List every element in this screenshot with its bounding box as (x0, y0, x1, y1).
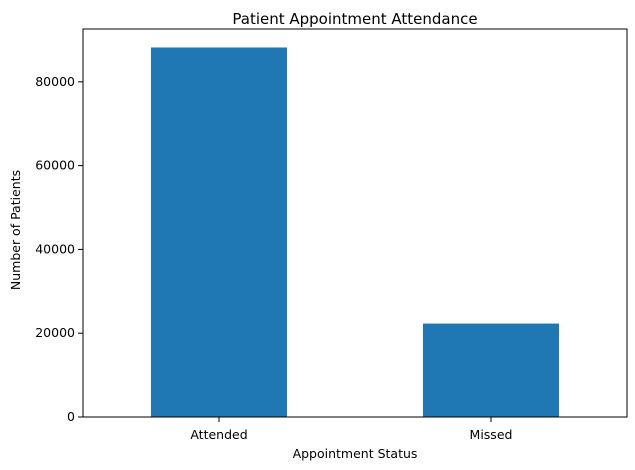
y-axis-label: Number of Patients (8, 170, 23, 290)
y-tick-label: 80000 (35, 74, 75, 89)
chart-title: Patient Appointment Attendance (232, 10, 477, 28)
y-tick-label: 20000 (35, 325, 75, 340)
plot-frame (82, 28, 628, 418)
y-tick-label: 0 (67, 409, 75, 424)
x-tick-label: Attended (190, 427, 247, 442)
x-tick-label: Missed (470, 427, 513, 442)
y-tick-label: 40000 (35, 241, 75, 256)
bar-missed (423, 323, 559, 417)
bar-attended (151, 47, 287, 417)
x-axis-label: Appointment Status (293, 446, 418, 461)
y-tick-label: 60000 (35, 158, 75, 173)
plot-area: Attended Missed 0 20000 40000 60000 80000 (35, 28, 628, 442)
